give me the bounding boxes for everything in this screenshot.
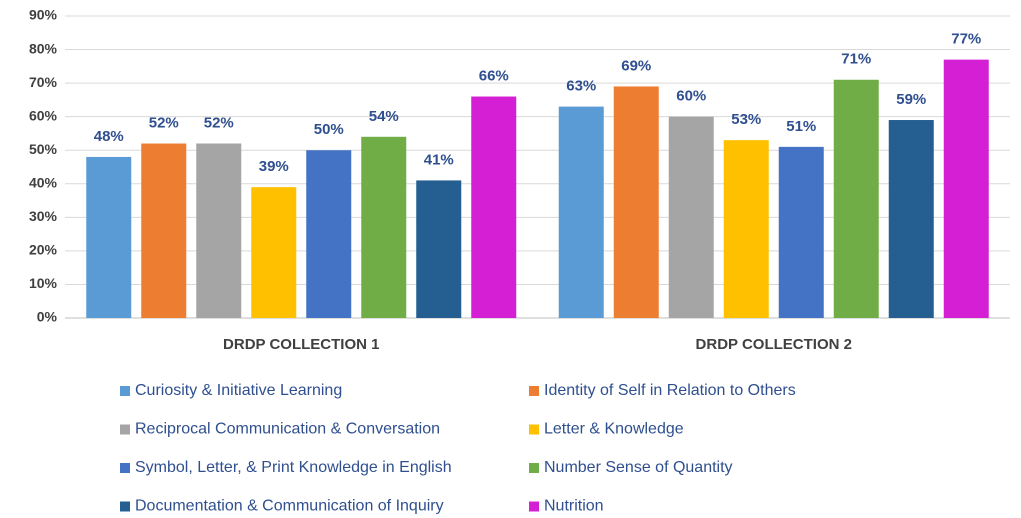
value-label: 66%: [479, 68, 509, 85]
bar: [196, 143, 242, 318]
bar: [86, 156, 132, 318]
y-tick-label: 30%: [29, 208, 58, 224]
legend-swatch: [529, 424, 539, 435]
legend-label: Documentation & Communication of Inquiry: [135, 498, 444, 515]
legend-label: Curiosity & Initiative Learning: [135, 382, 342, 399]
legend-swatch: [120, 424, 130, 435]
value-label: 59%: [896, 91, 926, 108]
x-tick-label: DRDP COLLECTION 1: [223, 336, 379, 353]
legend-label: Nutrition: [544, 498, 604, 515]
bar: [668, 116, 714, 319]
y-tick-label: 90%: [29, 7, 58, 23]
value-label: 53%: [731, 111, 761, 128]
bar: [613, 86, 659, 318]
y-tick-label: 10%: [29, 275, 58, 291]
bar: [416, 180, 462, 318]
y-tick-label: 60%: [29, 107, 58, 123]
bar: [943, 59, 989, 318]
value-label: 48%: [94, 128, 124, 145]
legend-swatch: [120, 463, 130, 473]
value-label: 54%: [369, 108, 399, 125]
value-label: 41%: [424, 151, 454, 168]
legend-swatch: [529, 501, 539, 512]
legend-swatch: [529, 463, 539, 473]
legend-label: Number Sense of Quantity: [544, 459, 733, 476]
bar: [361, 136, 407, 318]
value-label: 60%: [676, 88, 706, 105]
legend-label: Symbol, Letter, & Print Knowledge in Eng…: [135, 459, 452, 476]
y-tick-label: 40%: [29, 174, 58, 190]
value-label: 52%: [149, 114, 179, 131]
bar: [833, 79, 879, 318]
value-label: 77%: [951, 31, 981, 48]
value-label: 71%: [841, 51, 871, 68]
y-tick-label: 0%: [37, 309, 58, 325]
value-label: 51%: [786, 118, 816, 135]
bar: [888, 120, 934, 319]
y-tick-label: 80%: [29, 40, 58, 56]
bar: [558, 106, 604, 318]
value-label: 52%: [204, 114, 234, 131]
x-tick-label: DRDP COLLECTION 2: [696, 336, 852, 353]
legend-swatch: [120, 501, 130, 512]
bar: [723, 140, 769, 318]
legend-label: Reciprocal Communication & Conversation: [135, 421, 440, 438]
bar: [778, 146, 824, 318]
legend-swatch: [120, 386, 130, 396]
y-tick-label: 20%: [29, 242, 58, 258]
bar: [141, 143, 187, 318]
value-label: 69%: [621, 57, 651, 74]
value-label: 63%: [566, 78, 596, 95]
legend-swatch: [529, 386, 539, 396]
bar: [471, 96, 517, 319]
bar: [251, 187, 297, 318]
value-label: 50%: [314, 121, 344, 138]
legend-label: Letter & Knowledge: [544, 421, 684, 438]
bar: [306, 150, 352, 318]
y-tick-label: 50%: [29, 141, 58, 157]
value-label: 39%: [259, 158, 289, 175]
legend-label: Identity of Self in Relation to Others: [544, 382, 796, 399]
y-tick-label: 70%: [29, 74, 58, 90]
